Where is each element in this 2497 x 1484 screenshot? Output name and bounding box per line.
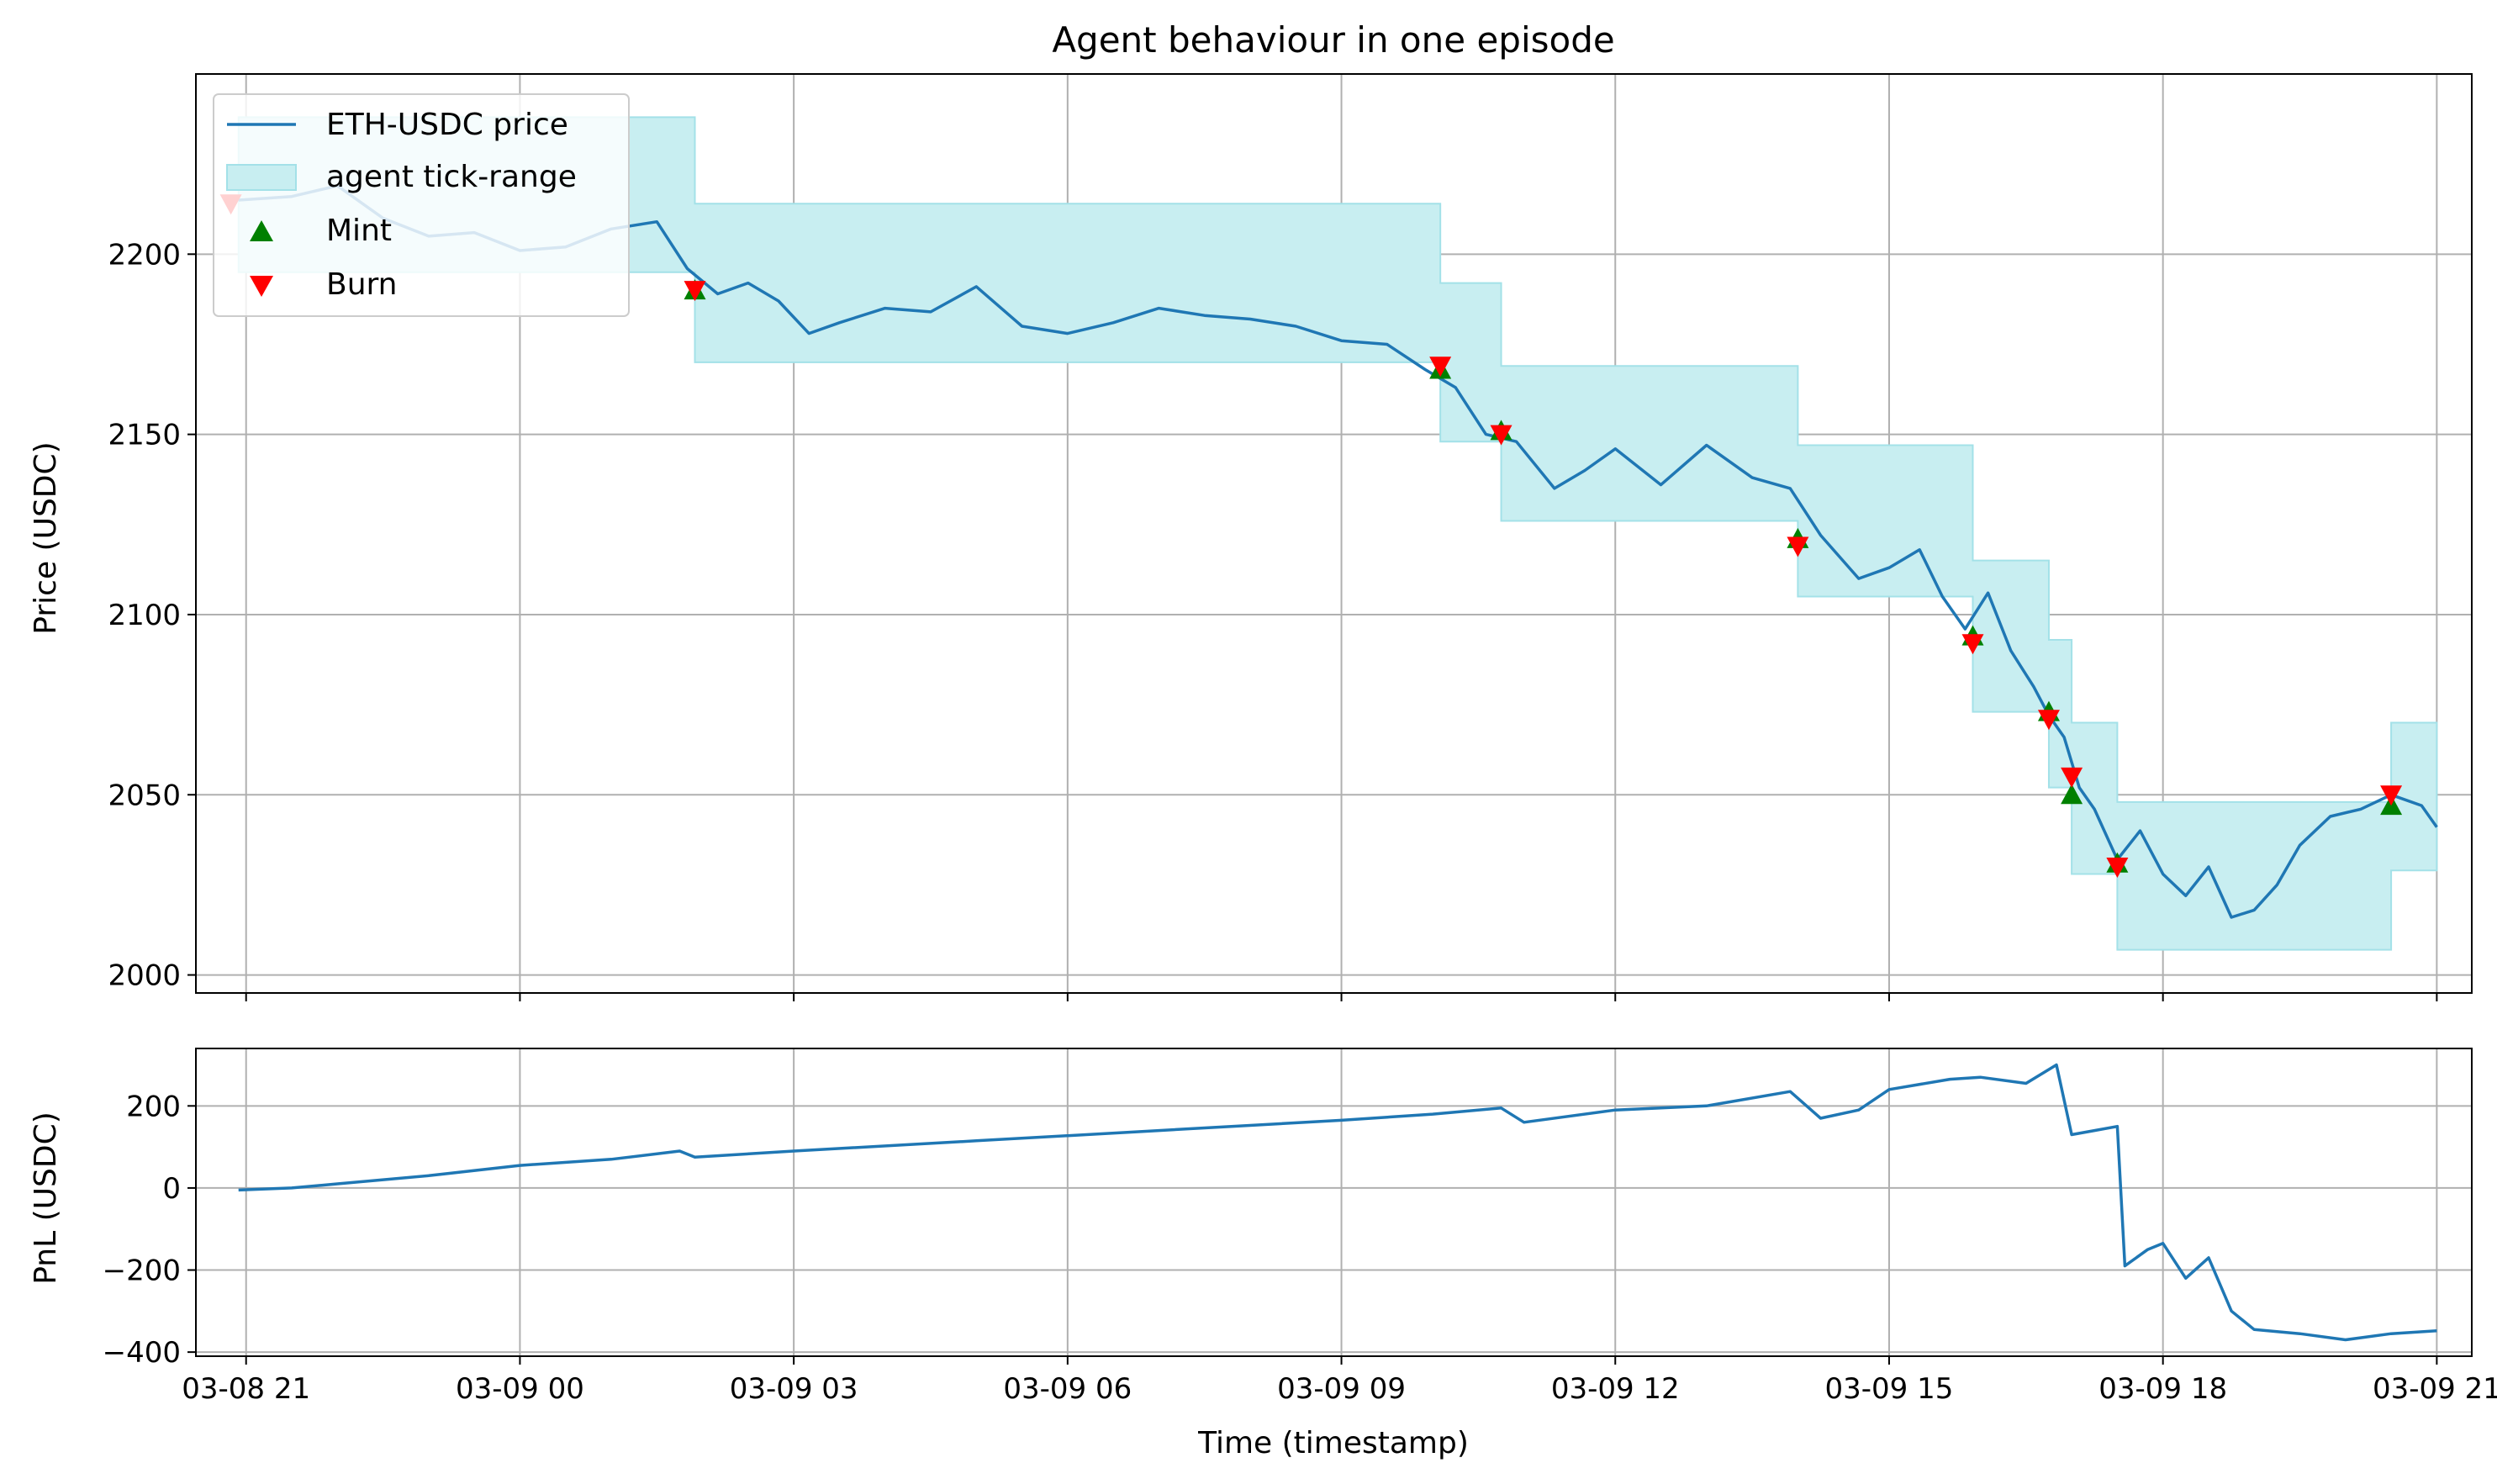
- burn-marker-7: [2061, 767, 2083, 788]
- legend-mint-label: Mint: [326, 214, 392, 248]
- x-axis-label: Time (timestamp): [1197, 1426, 1469, 1460]
- price-y-tick-label-2: 2100: [108, 599, 181, 632]
- legend-burn-label: Burn: [326, 267, 398, 302]
- pnl-axes-frame: [195, 1048, 2473, 1357]
- legend-box: [213, 93, 630, 317]
- price-y-tick-label-4: 2200: [108, 238, 181, 272]
- price-y-tick-label-1: 2050: [108, 779, 181, 812]
- x-tick-label-1: 03-09 00: [456, 1372, 584, 1406]
- x-tick-label-6: 03-09 15: [1825, 1372, 1954, 1406]
- x-tick-label-0: 03-08 21: [182, 1372, 310, 1406]
- x-tick-label-5: 03-09 12: [1551, 1372, 1680, 1406]
- burn-marker-4: [1787, 536, 1809, 557]
- pnl-line: [238, 1063, 2437, 1342]
- tick-range-band: [237, 116, 2438, 951]
- legend-price-label: ETH-USDC price: [326, 108, 568, 142]
- burn-marker-5: [1961, 634, 1984, 655]
- price-y-tick-label-3: 2150: [108, 419, 181, 452]
- burn-marker-3: [1490, 425, 1512, 446]
- price-y-ticks: 2000 2050 2100 2150 2200: [108, 238, 196, 993]
- legend-burn-icon: [250, 276, 273, 297]
- legend-tick-range-swatch: [226, 164, 297, 191]
- pnl-x-ticks: 03-08 21 03-09 00 03-09 03 03-09 06 03-09 09…: [182, 1356, 2497, 1406]
- legend-mint-icon: [250, 220, 273, 241]
- price-y-axis-label: Price (USDC): [29, 441, 63, 634]
- price-y-tick-label-0: 2000: [108, 959, 181, 993]
- price-x-ticks: [245, 993, 2438, 1001]
- chart-title: Agent behaviour in one episode: [1052, 19, 1614, 61]
- legend: ETH-USDC price agent tick-range Mint Bur…: [213, 93, 630, 317]
- pnl-y-axis-label: PnL (USDC): [29, 1112, 63, 1285]
- x-tick-label-3: 03-09 06: [1003, 1372, 1132, 1406]
- burn-marker-8: [2106, 857, 2129, 878]
- pnl-y-tick-label-0: −400: [103, 1336, 181, 1370]
- x-tick-label-7: 03-09 18: [2098, 1372, 2227, 1406]
- burn-marker-9: [2380, 785, 2403, 806]
- price-line: [238, 184, 2438, 919]
- pnl-y-tick-label-2: 0: [162, 1172, 181, 1206]
- pnl-y-tick-label-3: 200: [126, 1090, 181, 1123]
- x-tick-label-4: 03-09 09: [1277, 1372, 1406, 1406]
- burn-marker-2: [1429, 356, 1452, 378]
- mint-marker-6: [2061, 784, 2083, 805]
- pnl-y-ticks: −400 −200 0 200: [103, 1090, 196, 1370]
- pnl-line-layer: [238, 1063, 2437, 1342]
- tick-range-area: [237, 116, 2438, 951]
- burn-marker-6: [2037, 710, 2060, 731]
- pnl-grid: [196, 1048, 2472, 1356]
- pnl-y-tick-label-1: −200: [103, 1254, 181, 1288]
- price-axes-frame: [195, 73, 2473, 994]
- x-tick-label-2: 03-09 03: [730, 1372, 858, 1406]
- x-tick-label-8: 03-09 21: [2373, 1372, 2497, 1406]
- price-line-layer: [238, 184, 2438, 919]
- burn-marker-1: [684, 281, 706, 302]
- legend-tick-range-label: agent tick-range: [326, 160, 577, 194]
